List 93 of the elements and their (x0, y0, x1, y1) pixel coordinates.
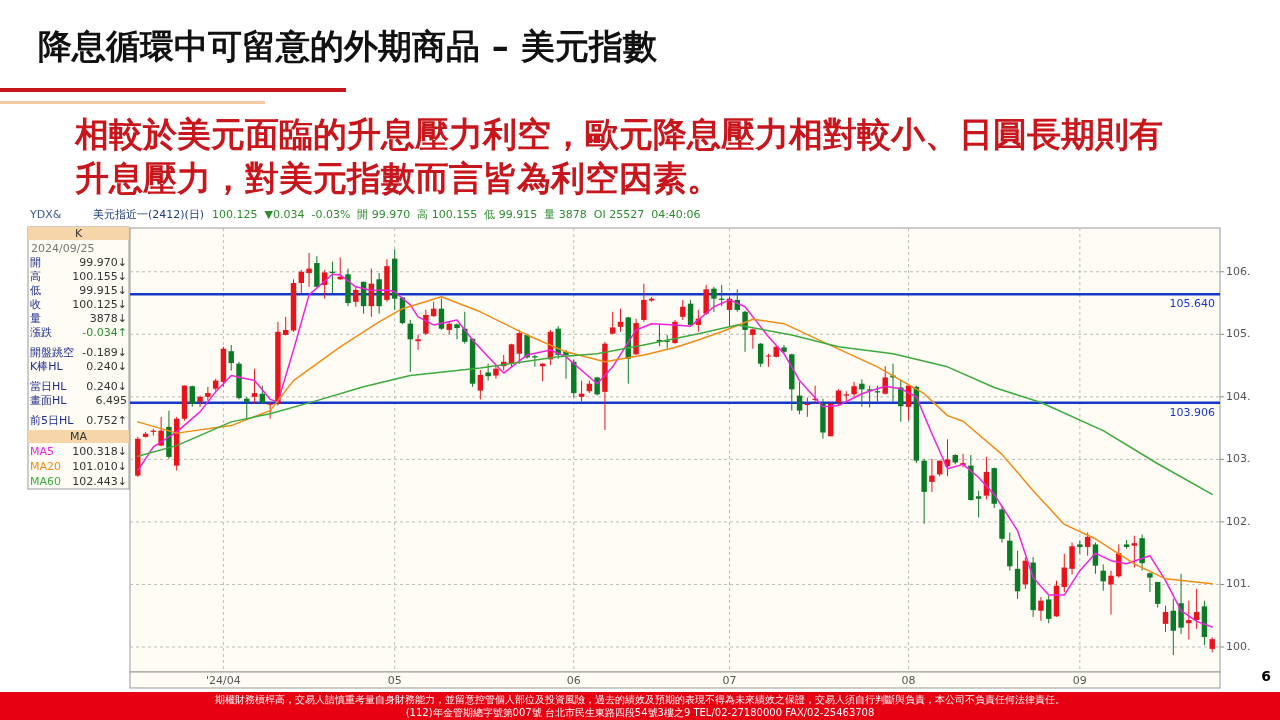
text: MA60 (30, 475, 62, 488)
text: MA20 (30, 460, 62, 473)
candlestick (929, 458, 935, 493)
candlestick (314, 255, 320, 288)
text: 6 (1261, 668, 1271, 684)
y-tick-label: 105. (1226, 327, 1251, 341)
text: 高 100.155↓ (30, 270, 127, 283)
line-series (137, 324, 1213, 496)
x-tick-label: 08 (901, 674, 916, 687)
candlestick (454, 323, 460, 340)
x-tick-label: 05 (387, 674, 402, 687)
candlestick (1108, 570, 1114, 615)
candlestick (415, 334, 421, 351)
text: 100.318↓ (72, 445, 127, 458)
candlestick (477, 369, 484, 400)
text: YDX& (29, 208, 62, 221)
candlestick (617, 308, 624, 333)
ref-line-label: 105.640 (1169, 297, 1215, 311)
candlestick (282, 316, 289, 337)
candlestick (1162, 605, 1169, 633)
text: 101.010↓ (72, 460, 127, 473)
ref-line-label: 103.906 (1169, 405, 1215, 419)
candlestick (158, 416, 164, 447)
candlestick (796, 381, 803, 415)
y-tick-label: 104. (1226, 389, 1251, 403)
candlestick (228, 344, 234, 372)
text: MA5 (30, 445, 55, 458)
candlestick (765, 353, 772, 368)
line-series (137, 273, 1213, 628)
candlestick (524, 333, 530, 360)
candlestick (1061, 553, 1068, 593)
x-tick-label: '24/04 (206, 674, 241, 687)
y-tick-label: 103. (1226, 452, 1251, 466)
candlestick (485, 363, 491, 382)
text: 當日HL 0.240↓ (30, 380, 127, 393)
candlestick (1045, 595, 1052, 624)
candlestick (462, 311, 468, 345)
text: 畫面HL 6.495 (30, 394, 127, 407)
text: (112)年金管期總字號第007號 台北市民生東路四段54號3樓之9 TEL/02-27180000 FAX/02-25463708 (405, 707, 875, 718)
text: 前5日HL 0.752↑ (30, 414, 127, 427)
candlestick (859, 378, 865, 408)
text: 低 99.915↓ (30, 284, 127, 297)
candlestick (1154, 581, 1161, 609)
text: 期權財務槓桿高，交易人請慎重考量自身財務能力，並留意控管個人部位及投資風險，過去的績效及預期的表現不得為未來績效之保證，交易人須自行判斷與負責，本公司不負責任何法律責任。 (215, 694, 1065, 705)
candlestick (757, 342, 764, 368)
line-series (137, 296, 1213, 585)
text: MA (69, 430, 88, 443)
candlestick (1077, 540, 1083, 555)
candlestick (1170, 598, 1177, 656)
y-tick-label: 101. (1226, 577, 1251, 591)
text: 102.443↓ (72, 475, 127, 488)
candlestick (251, 368, 258, 405)
candlestick (306, 252, 312, 288)
candlestick (267, 401, 273, 420)
candlestick (244, 396, 250, 419)
y-tick-label: 100. (1226, 639, 1251, 653)
text: 開盤跳空 -0.189↓ (30, 346, 127, 359)
candlestick (516, 329, 523, 365)
candlestick (1100, 563, 1106, 592)
candlestick (711, 286, 717, 313)
text: 開 99.970↓ (30, 256, 127, 269)
candlestick (898, 378, 904, 423)
chart-title: 降息循環中可留意的外期商品 – 美元指數 (38, 26, 658, 66)
candlestick (1116, 543, 1122, 579)
y-tick-label: 106. (1226, 264, 1251, 278)
candlestick (641, 283, 647, 323)
text: 收 100.125↓ (30, 298, 127, 311)
candlestick (205, 386, 211, 402)
text: 漲跌 -0.034↑ (30, 326, 127, 339)
chart-subtitle: 相較於美元面臨的升息壓力利空，歐元降息壓力相對較小、日圓長期則有升息壓力，對美元指數而言皆為利空因素。 (74, 114, 1163, 198)
candlestick (353, 286, 359, 308)
candlestick (975, 490, 982, 519)
candlestick (1069, 542, 1075, 575)
x-tick-label: 06 (566, 674, 581, 687)
candlestick (1131, 535, 1138, 569)
text: K (74, 227, 83, 240)
candlestick (851, 381, 857, 398)
candlestick (1084, 532, 1091, 557)
candlestick (298, 269, 305, 295)
x-tick-label: 07 (722, 674, 737, 687)
candlestick (197, 395, 203, 408)
candlestick (680, 299, 686, 321)
text: K棒HL 0.240↓ (30, 360, 127, 373)
text: 2024/09/25 (31, 242, 95, 255)
candlestick (423, 309, 429, 336)
candlestick (1186, 600, 1192, 640)
text: 100.125 ▼0.034 -0.03% 開 99.970 高 100.155 低 99.915 量 3878 OI 25527 04:40:06 (212, 208, 701, 221)
text: 量 3878↓ (30, 312, 127, 325)
candlestick (1038, 596, 1044, 622)
x-tick-label: 09 (1072, 674, 1087, 687)
y-tick-label: 102. (1226, 514, 1251, 528)
candlestick (866, 385, 873, 408)
text: 美元指近一(2412)(日) (93, 208, 205, 221)
